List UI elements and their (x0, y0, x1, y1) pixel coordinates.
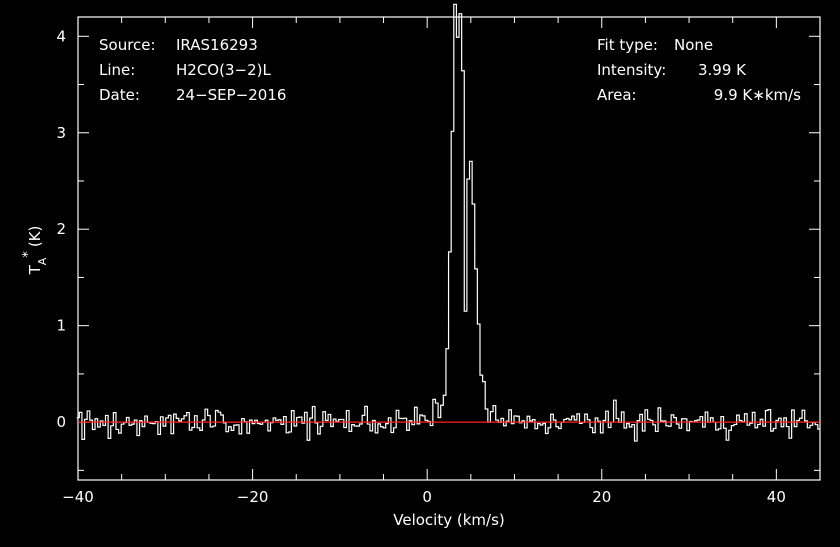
date-label: Date: (99, 86, 140, 104)
y-axis-label-sub: A (36, 257, 49, 265)
area-label: Area: (597, 86, 637, 104)
source-value: IRAS16293 (176, 36, 258, 54)
spectrum-series (76, 3, 821, 442)
info-left: Source: IRAS16293 Line: H2CO(3−2)L Date:… (99, 36, 286, 104)
x-tick-label: 0 (422, 488, 432, 506)
line-value: H2CO(3−2)L (176, 61, 271, 79)
plot-frame (77, 16, 821, 481)
y-axis-label-unit: (K) (26, 226, 44, 248)
fit-type-value: None (674, 36, 713, 54)
y-tick-label: 1 (56, 317, 66, 335)
y-tick-label: 0 (56, 413, 66, 431)
y-axis-label: TA* (K) (21, 226, 49, 276)
y-tick-label: 3 (56, 124, 66, 142)
axis-ticks: −40 −20 0 20 40 0 1 2 3 4 (56, 17, 821, 506)
x-axis-label: Velocity (km/s) (393, 511, 504, 529)
y-tick-label: 2 (56, 220, 66, 238)
intensity-label: Intensity: (597, 61, 666, 79)
x-tick-label: −20 (237, 488, 269, 506)
fit-type-label: Fit type: (597, 36, 658, 54)
y-axis-label-main: T (26, 264, 44, 275)
intensity-value: 3.99 K (698, 61, 747, 79)
date-value: 24−SEP−2016 (176, 86, 286, 104)
x-tick-label: −40 (62, 488, 94, 506)
info-right: Fit type: None Intensity: 3.99 K Area: 9… (597, 36, 801, 104)
line-label: Line: (99, 61, 135, 79)
source-label: Source: (99, 36, 156, 54)
x-tick-label: 40 (767, 488, 786, 506)
y-axis-label-sup: * (21, 251, 36, 258)
spectrum-line (76, 3, 821, 442)
area-value: 9.9 K∗km/s (714, 86, 801, 104)
x-tick-label: 20 (592, 488, 611, 506)
y-tick-label: 4 (56, 27, 66, 45)
svg-text:TA*(K): TA* (K) (21, 226, 49, 276)
